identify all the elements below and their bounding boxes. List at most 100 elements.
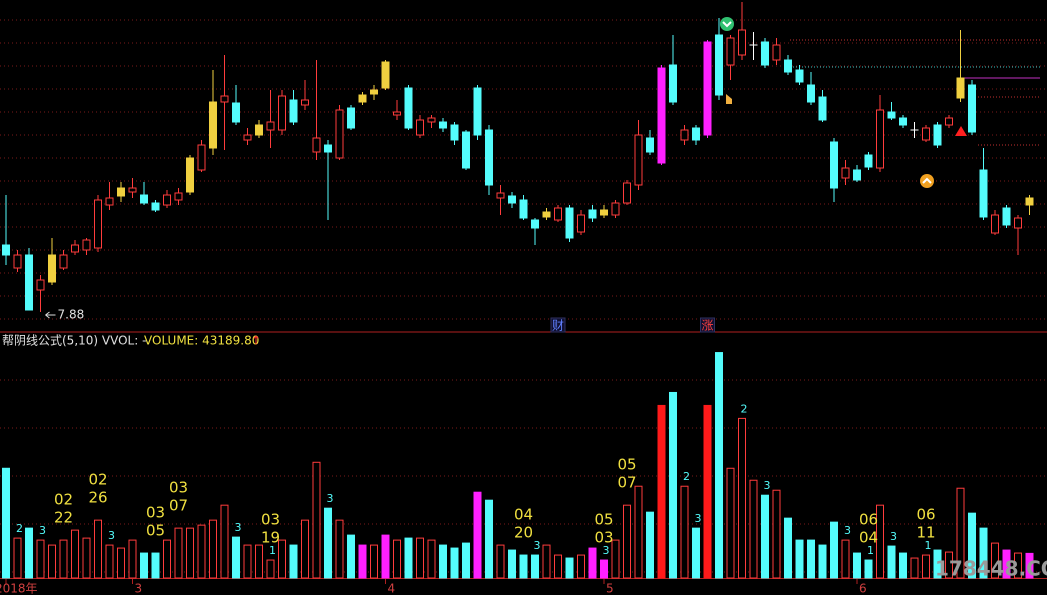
- volume-bar: [71, 529, 79, 579]
- candle-body: [634, 134, 643, 186]
- candle-body: [657, 67, 666, 164]
- date-annotation: 07: [617, 474, 636, 492]
- volume-bar: [473, 491, 482, 579]
- candle-body: [761, 41, 769, 66]
- volume-bar: [243, 544, 252, 579]
- volume-bar: [577, 554, 585, 579]
- candle-body: [991, 214, 999, 234]
- volume-bar: [968, 512, 976, 579]
- volume-bar: [623, 504, 631, 579]
- signal-icon: [722, 21, 732, 28]
- volume-bar: [703, 404, 712, 579]
- candle-body: [692, 127, 700, 141]
- candle-body: [899, 117, 907, 126]
- volume-bar: [301, 519, 309, 579]
- volume-bar: [117, 547, 125, 579]
- volume-bar: [427, 539, 436, 579]
- count-label: 3: [844, 524, 851, 537]
- candle-body: [807, 84, 815, 103]
- candle-body: [795, 69, 804, 83]
- candle-body: [933, 124, 942, 146]
- candle-body: [117, 187, 125, 197]
- candle-body: [163, 194, 171, 206]
- candle-body: [554, 207, 562, 221]
- candle-body: [427, 117, 436, 123]
- candle-body: [956, 77, 965, 99]
- candle-body: [439, 121, 447, 129]
- volume-bar: [784, 517, 792, 579]
- count-label: 3: [695, 512, 702, 525]
- volume-bar: [289, 544, 298, 579]
- candle-body: [531, 219, 539, 229]
- candle-body: [680, 129, 689, 141]
- volume-bar: [347, 534, 355, 579]
- volume-bar: [197, 524, 206, 579]
- candle-body: [588, 209, 597, 219]
- volume-bar: [324, 507, 332, 579]
- date-annotation: 03: [261, 511, 280, 529]
- volume-bar: [933, 549, 942, 579]
- volume-bar: [531, 554, 539, 579]
- candle-body: [381, 61, 390, 89]
- low-label: 7.88: [58, 308, 85, 322]
- candle-body: [611, 202, 620, 216]
- volume-bar: [140, 552, 148, 579]
- candle-body: [623, 182, 631, 204]
- volume-bar: [94, 519, 102, 579]
- low-arrow: [45, 311, 50, 319]
- candle-body: [864, 154, 873, 168]
- volume-bar: [485, 499, 493, 579]
- cursor-icon: [726, 94, 732, 104]
- x-tick-label: 5: [606, 582, 614, 595]
- candle-body: [140, 194, 148, 204]
- event-marker: 财: [552, 319, 564, 333]
- count-label: 1: [269, 544, 276, 557]
- candle-body: [25, 254, 33, 311]
- volume-bar: [749, 479, 758, 579]
- signal-icon: [922, 177, 932, 184]
- candle-body: [82, 239, 91, 251]
- event-marker: 涨: [701, 318, 713, 333]
- date-annotation: 03: [594, 529, 613, 547]
- volume-bar: [600, 559, 608, 579]
- signal-icon: [920, 174, 934, 188]
- count-label: 1: [867, 544, 874, 557]
- volume-bar: [59, 539, 68, 579]
- date-annotation: 22: [54, 509, 73, 527]
- x-tick-label: 4: [388, 582, 396, 595]
- volume-bar: [312, 461, 321, 579]
- candle-body: [347, 107, 355, 129]
- date-annotation: 02: [88, 471, 107, 489]
- candle-body: [301, 99, 309, 106]
- date-annotation: 26: [88, 489, 107, 507]
- volume-bar: [864, 559, 873, 579]
- signal-triangle: [955, 126, 967, 136]
- date-annotation: 05: [594, 511, 613, 529]
- volume-bar: [818, 544, 827, 579]
- candle-body: [278, 95, 286, 131]
- candle-body: [128, 187, 137, 193]
- count-label: 3: [764, 479, 771, 492]
- candle-body: [726, 37, 735, 66]
- candle-body: [818, 96, 827, 121]
- volume-bar: [646, 511, 654, 579]
- volume-bar: [278, 539, 286, 579]
- candle-body: [577, 214, 585, 233]
- candle-body: [186, 157, 194, 193]
- volume-bar: [772, 489, 781, 579]
- x-tick-label: 3: [135, 582, 143, 595]
- candle-body: [450, 124, 459, 141]
- x-tick-label: 6: [859, 582, 867, 595]
- volume-bar: [634, 485, 643, 579]
- volume-bar: [1014, 552, 1022, 579]
- date-annotation: 03: [146, 504, 165, 522]
- volume-bar: [956, 487, 965, 579]
- volume-bar: [692, 527, 700, 579]
- volume-bar: [899, 552, 907, 579]
- volume-bar: [186, 527, 194, 579]
- volume-bar: [128, 539, 137, 579]
- volume-bar: [151, 552, 160, 579]
